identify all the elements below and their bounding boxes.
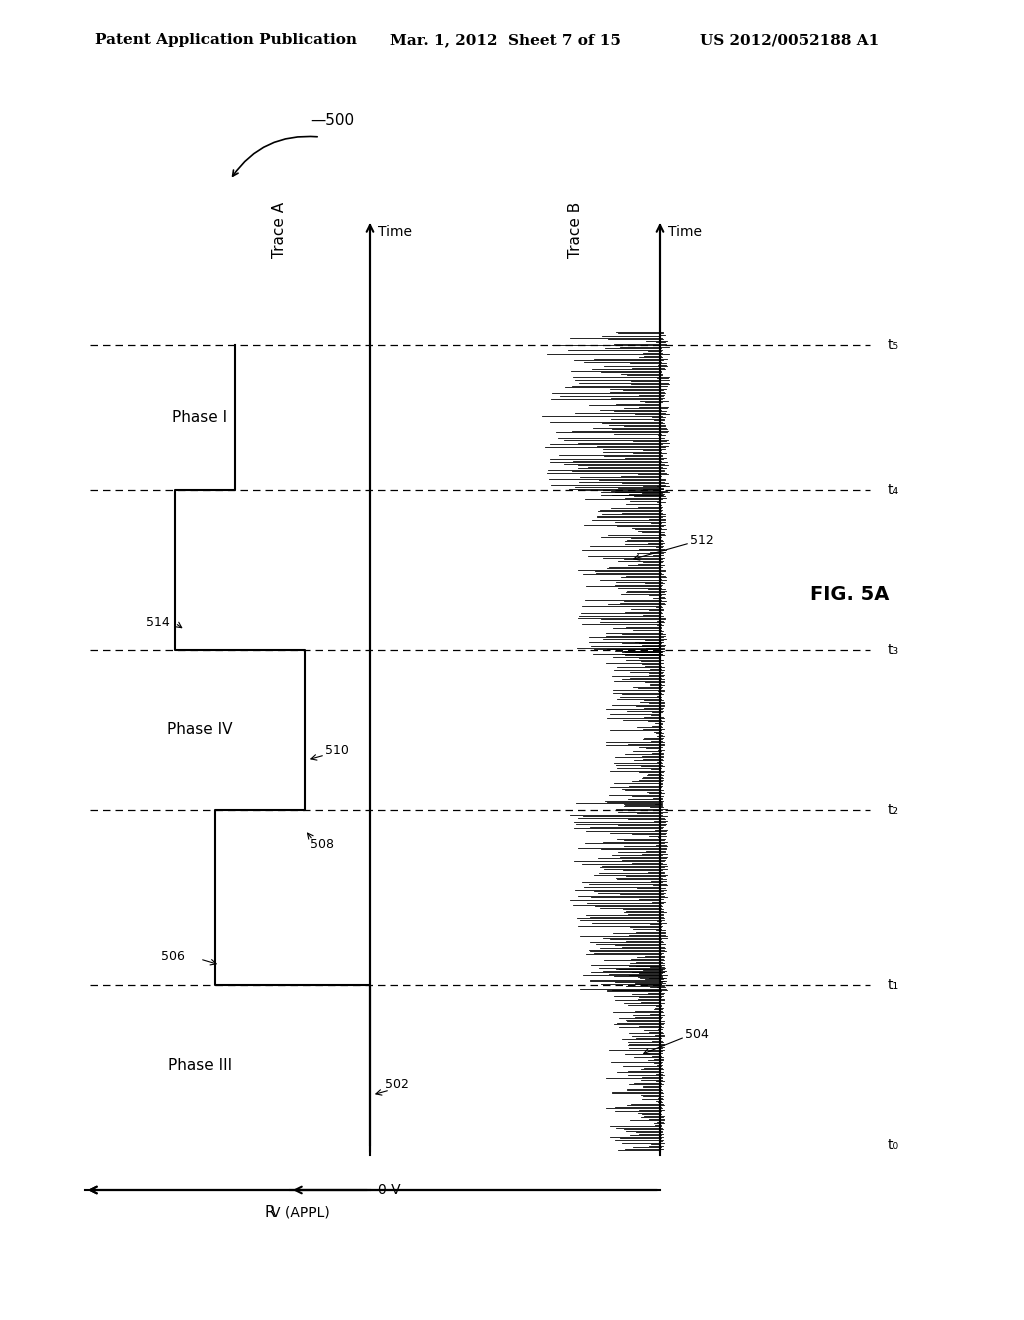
Text: 502: 502 xyxy=(385,1078,409,1092)
Text: t₀: t₀ xyxy=(888,1138,899,1152)
Text: Phase IV: Phase IV xyxy=(167,722,232,738)
Text: Phase III: Phase III xyxy=(168,1057,232,1072)
Text: Time: Time xyxy=(668,224,702,239)
Text: 504: 504 xyxy=(685,1028,709,1041)
Text: —500: —500 xyxy=(310,114,354,128)
Text: R: R xyxy=(264,1205,275,1220)
Text: t₂: t₂ xyxy=(888,803,899,817)
Text: Mar. 1, 2012  Sheet 7 of 15: Mar. 1, 2012 Sheet 7 of 15 xyxy=(390,33,621,48)
Text: 506: 506 xyxy=(161,950,185,964)
Text: Trace B: Trace B xyxy=(567,202,583,259)
Text: US 2012/0052188 A1: US 2012/0052188 A1 xyxy=(700,33,880,48)
Text: 508: 508 xyxy=(310,838,334,851)
Text: Trace A: Trace A xyxy=(272,202,288,259)
Text: t₅: t₅ xyxy=(888,338,899,352)
Text: 510: 510 xyxy=(325,743,349,756)
Text: t₃: t₃ xyxy=(888,643,899,657)
Text: t₄: t₄ xyxy=(888,483,899,498)
Text: 0 V: 0 V xyxy=(378,1183,400,1197)
Text: Patent Application Publication: Patent Application Publication xyxy=(95,33,357,48)
Text: Time: Time xyxy=(378,224,412,239)
Text: FIG. 5A: FIG. 5A xyxy=(810,585,890,605)
Text: t₁: t₁ xyxy=(888,978,899,993)
Text: Phase I: Phase I xyxy=(172,411,227,425)
Text: 512: 512 xyxy=(690,533,714,546)
Text: V (APPL): V (APPL) xyxy=(270,1205,330,1218)
Text: 514: 514 xyxy=(146,615,170,628)
